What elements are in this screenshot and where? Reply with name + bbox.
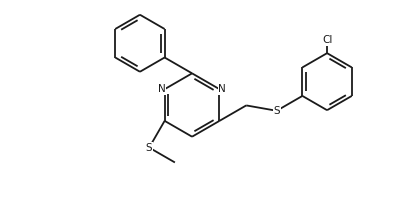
Text: S: S (146, 143, 152, 153)
Text: Cl: Cl (322, 36, 332, 46)
Text: N: N (218, 84, 226, 94)
Text: N: N (158, 84, 166, 94)
Text: S: S (273, 106, 280, 116)
